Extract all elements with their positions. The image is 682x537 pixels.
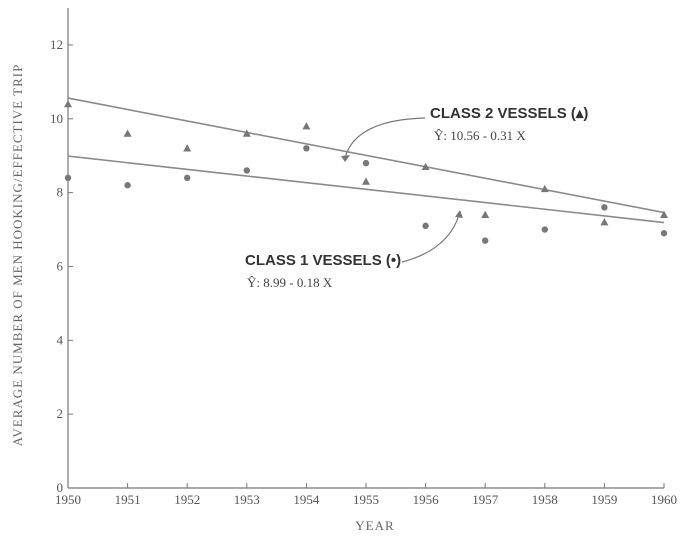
- x-tick-label: 1956: [413, 492, 440, 507]
- class2-label: CLASS 2 VESSELS (▴): [430, 105, 588, 122]
- point-class1: [362, 159, 370, 167]
- y-tick-label: 4: [57, 332, 64, 347]
- fit-line-class2: [67, 97, 665, 214]
- point-class1: [243, 167, 250, 174]
- x-tick-label: 1955: [353, 492, 379, 507]
- fit-line-class1: [67, 155, 665, 224]
- y-axis-title: AVERAGE NUMBER OF MEN HOOKING/EFFECTIVE …: [10, 64, 25, 447]
- class1-arrow: [401, 214, 460, 263]
- point-class1: [184, 174, 191, 182]
- point-class2: [362, 177, 370, 185]
- x-tick-label: 1953: [234, 492, 260, 507]
- y-tick-label: 12: [50, 37, 63, 52]
- class1-equation: Ŷ: 8.99 - 0.18 X: [247, 275, 333, 290]
- point-class2: [540, 184, 549, 193]
- point-class1: [601, 204, 608, 211]
- point-class1: [64, 174, 72, 182]
- x-tick-label: 1952: [174, 492, 200, 507]
- class1-annotation: CLASS 1 VESSELS (•) Ŷ: 8.99 - 0.18 X: [245, 210, 463, 290]
- point-class1: [124, 182, 131, 189]
- point-class2: [242, 129, 251, 137]
- point-class2: [183, 144, 192, 152]
- point-class1: [482, 237, 489, 244]
- point-class1: [541, 226, 548, 233]
- x-axis-title: YEAR: [355, 518, 394, 533]
- y-tick-label: 10: [50, 111, 63, 126]
- y-tick-label: 2: [57, 406, 64, 421]
- class1-label: CLASS 1 VESSELS (•): [245, 252, 401, 269]
- point-class2: [123, 129, 132, 137]
- point-class1: [422, 222, 429, 230]
- class1-arrowhead: [455, 210, 463, 218]
- y-tick-label: 8: [57, 185, 64, 200]
- y-tick-label: 0: [57, 480, 64, 495]
- class2-equation: Ŷ: 10.56 - 0.31 X: [434, 128, 526, 143]
- point-class2: [302, 122, 311, 130]
- x-tick-label: 1958: [532, 492, 558, 507]
- x-tick-label: 1960: [651, 492, 677, 507]
- class2-arrow: [344, 117, 426, 159]
- point-class1: [660, 230, 668, 237]
- data-points: [64, 100, 668, 244]
- point-class2: [660, 210, 668, 218]
- axes: [67, 8, 665, 489]
- point-class2: [481, 210, 490, 218]
- point-class2: [64, 100, 72, 108]
- x-tick-label: 1959: [591, 492, 617, 507]
- point-class2: [600, 218, 609, 226]
- point-class2: [421, 162, 430, 170]
- x-tick-label: 1954: [293, 492, 320, 507]
- point-class1: [303, 145, 310, 152]
- x-tick-label: 1951: [115, 492, 141, 507]
- fit-lines: [67, 97, 665, 224]
- x-tick-label: 1950: [55, 492, 81, 507]
- x-tick-label: 1957: [472, 492, 499, 507]
- class2-annotation: CLASS 2 VESSELS (▴) Ŷ: 10.56 - 0.31 X: [341, 105, 588, 162]
- class2-arrowhead: [341, 155, 350, 162]
- y-tick-label: 6: [57, 258, 64, 273]
- tick-labels: 1950 1951 1952 1953 1954 1955 1956 1957 1958 1959…: [50, 37, 677, 507]
